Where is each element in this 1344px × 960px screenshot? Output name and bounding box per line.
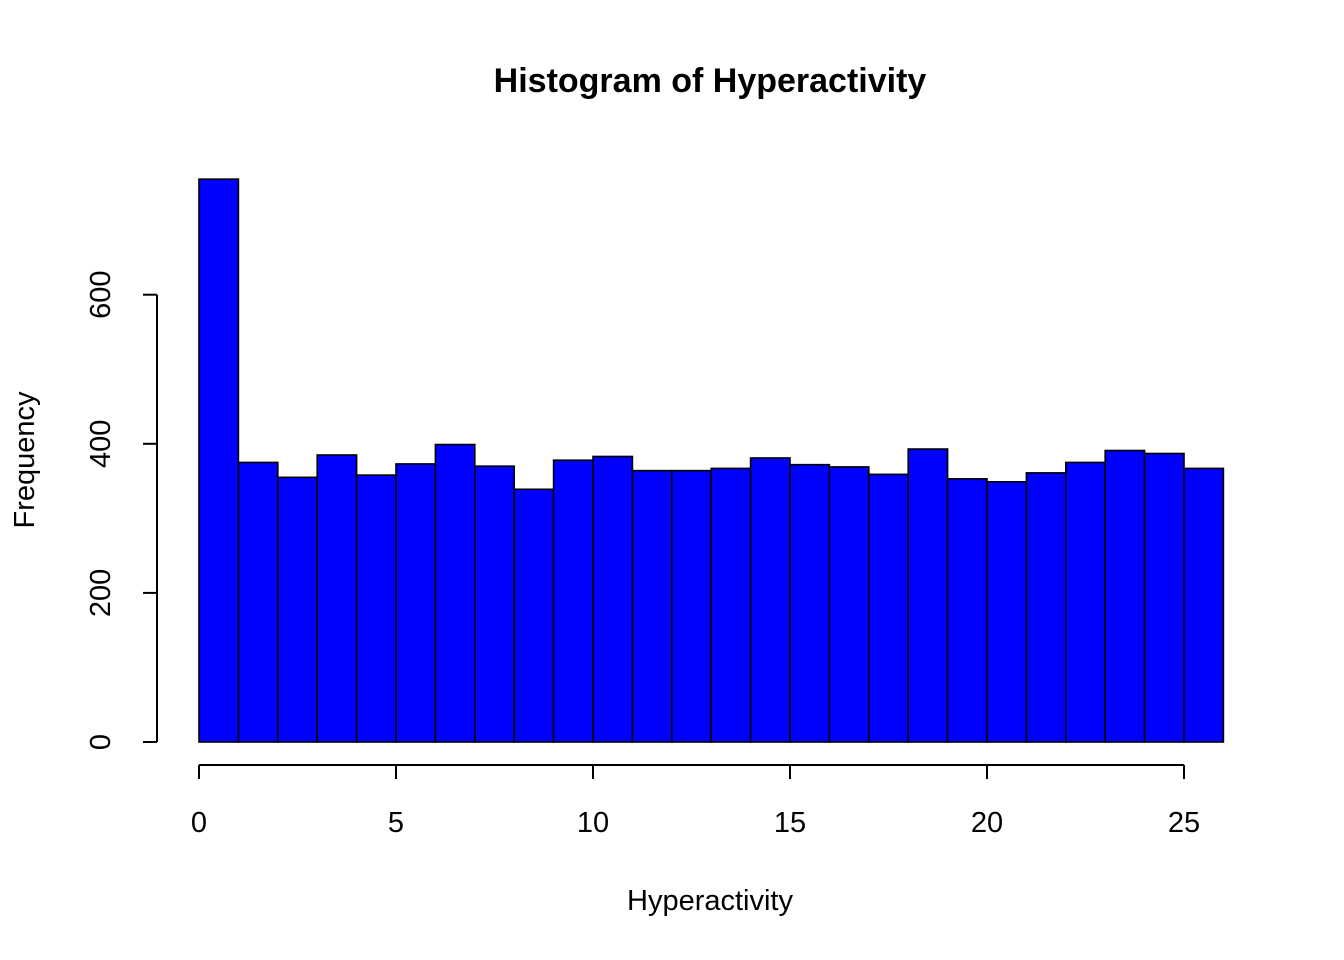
histogram-bar bbox=[907, 448, 949, 743]
x-axis: 0 5 10 15 20 25 bbox=[191, 764, 1200, 839]
histogram-bar bbox=[592, 455, 634, 743]
y-axis-label: Frequency bbox=[9, 391, 41, 529]
histogram-bar bbox=[749, 457, 791, 743]
histogram-bar bbox=[789, 463, 831, 743]
bars-group bbox=[198, 178, 1225, 743]
x-tick-label: 10 bbox=[577, 807, 609, 839]
x-tick-label: 20 bbox=[971, 807, 1003, 839]
x-tick-label: 15 bbox=[774, 807, 806, 839]
x-tick-label: 5 bbox=[388, 807, 404, 839]
x-tick-label: 25 bbox=[1168, 807, 1200, 839]
y-tick-label: 200 bbox=[85, 569, 117, 617]
histogram-bar bbox=[1143, 452, 1185, 743]
histogram-bar bbox=[1104, 449, 1146, 743]
x-axis-label: Hyperactivity bbox=[627, 885, 793, 917]
histogram-bar bbox=[237, 461, 279, 743]
histogram-bar bbox=[946, 478, 988, 743]
y-axis: 0 200 400 600 bbox=[85, 271, 158, 750]
histogram-bar bbox=[867, 473, 909, 743]
histogram-bar bbox=[552, 459, 594, 743]
x-tick-label: 0 bbox=[191, 807, 207, 839]
y-tick-label: 0 bbox=[85, 734, 117, 750]
histogram-bar bbox=[316, 454, 358, 743]
y-tick-label: 400 bbox=[85, 420, 117, 468]
histogram-bar bbox=[631, 469, 673, 743]
histogram-bar bbox=[1025, 472, 1067, 743]
histogram-bar bbox=[670, 469, 712, 743]
histogram-bar bbox=[513, 488, 555, 743]
histogram-bar bbox=[1183, 467, 1225, 743]
histogram-bar bbox=[198, 178, 240, 743]
histogram-bar bbox=[276, 476, 318, 743]
histogram-bar bbox=[355, 474, 397, 743]
histogram-bar bbox=[986, 481, 1028, 743]
histogram-bar bbox=[434, 443, 476, 743]
histogram-bar bbox=[710, 467, 752, 743]
histogram-bar bbox=[828, 466, 870, 743]
histogram-bar bbox=[1065, 461, 1107, 743]
y-tick-label: 600 bbox=[85, 271, 117, 319]
histogram-bar bbox=[395, 463, 437, 743]
chart-title: Histogram of Hyperactivity bbox=[494, 62, 927, 100]
histogram-bar bbox=[473, 465, 515, 743]
